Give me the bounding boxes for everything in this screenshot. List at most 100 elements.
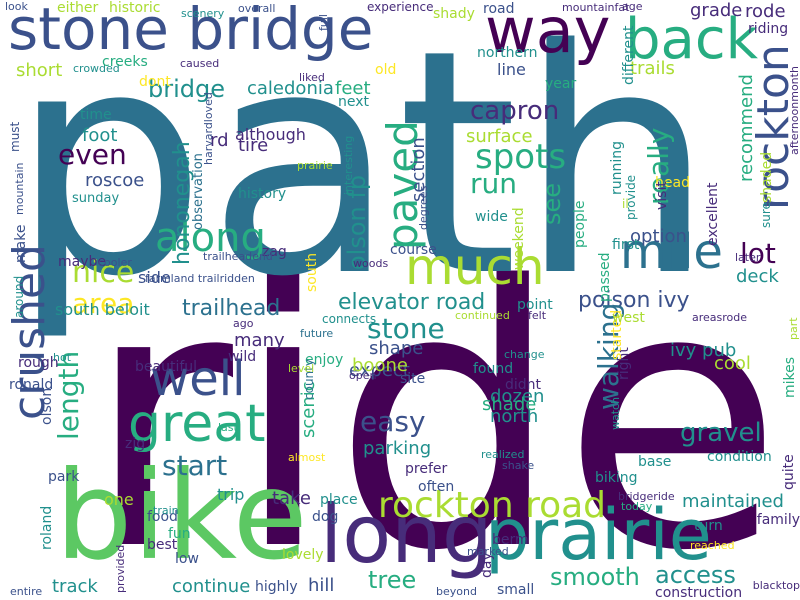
word-tire-47: tire: [238, 135, 269, 156]
word-stone-26: stone: [367, 312, 445, 345]
word-see-43: see: [538, 182, 566, 225]
word-poison-ivy-25: poison ivy: [578, 288, 690, 313]
word-time-149: time: [80, 107, 112, 123]
word-hill-77: hill: [308, 575, 335, 596]
word-caledonia-37: caledonia: [247, 78, 334, 99]
word-low-86: low: [175, 551, 199, 567]
word-course-120: course: [390, 242, 437, 258]
word-harvardloved-151: harvardloved: [202, 92, 215, 165]
word-even-17: even: [58, 138, 127, 171]
word-one-79: one: [104, 490, 134, 509]
word-fun-84: fun: [168, 526, 191, 542]
word-mile-12: mile: [620, 224, 723, 280]
word-reached-189: reached: [690, 539, 735, 552]
word-watch-176: watch: [609, 396, 622, 430]
word-zig-90: zig: [125, 436, 146, 452]
word-turn-107: turn: [694, 518, 723, 534]
word-caused-145: caused: [180, 57, 220, 70]
word-ivy-pub-70: ivy pub: [670, 340, 737, 361]
word-prairie-4: prairie: [485, 494, 712, 576]
word-rockton-road-14: rockton road: [378, 485, 607, 526]
word-northern-134: northern: [477, 45, 538, 61]
word-shake-178: shake: [502, 459, 535, 472]
word-almost-180: almost: [288, 451, 326, 464]
word-future-165: future: [300, 327, 334, 340]
word-much-8: much: [405, 238, 545, 296]
word-maybe-160: maybe: [58, 254, 107, 270]
word-experience-137: experience: [367, 0, 434, 14]
word-length-31: length: [52, 350, 85, 440]
word-capron-19: capron: [470, 96, 560, 126]
word-rd-48: rd: [210, 130, 229, 151]
word-ago-166: ago: [233, 317, 254, 330]
word-place-112: place: [320, 492, 358, 508]
word-liked-197: liked: [299, 71, 325, 84]
word-bike-2: bike: [55, 445, 308, 587]
word-bridge-36: bridge: [148, 75, 226, 103]
word-back-7: back: [625, 7, 759, 72]
word-elevator-road-24: elevator road: [338, 290, 486, 315]
word-quite-105: quite: [781, 454, 797, 490]
word-make-157: make: [13, 224, 29, 263]
word-short-50: short: [16, 60, 63, 81]
word-dont-148: dont: [139, 74, 171, 90]
word-path-1: path: [10, 0, 715, 345]
word-age-144: age: [622, 0, 643, 13]
word-north-66: north: [490, 406, 539, 427]
word-berm-109: berm: [492, 532, 529, 548]
word-realized-177: realized: [481, 448, 525, 461]
word-open-181: open: [349, 369, 377, 382]
word-expect-64: expect: [349, 360, 410, 381]
word-highly-81: highly: [255, 579, 298, 595]
word-lot-22: lot: [740, 237, 776, 270]
word-head-124: head: [655, 175, 690, 191]
word-visit-128: visit: [654, 181, 670, 210]
word-full-142: full: [317, 14, 330, 31]
word-train-186: train: [153, 504, 179, 517]
word-first-118: first: [612, 237, 640, 253]
word-connects-167: connects: [322, 312, 377, 326]
word-afternoonmonth-155: afternoonmonth: [788, 66, 800, 155]
word-trailhead-35: trailhead: [182, 296, 281, 321]
word-trip-78: trip: [217, 485, 245, 504]
word-side-60: side: [138, 268, 171, 287]
word-zag-91: zag: [262, 244, 287, 260]
word-beyond-190: beyond: [436, 585, 477, 598]
word-recommend-57: recommend: [736, 74, 757, 182]
word-wild-96: wild: [228, 349, 257, 365]
word-surface-44: surface: [466, 126, 533, 147]
word-olson-89: olson: [39, 387, 55, 425]
word-trails-51: trails: [630, 58, 675, 79]
word-shady-136: shady: [433, 6, 475, 22]
word-historic-138: historic: [109, 0, 161, 16]
word-blacktop-194: blacktop: [752, 579, 800, 592]
word-road-135: road: [483, 1, 515, 17]
word-overall-141: overall: [238, 2, 276, 15]
word-deck-59: deck: [736, 266, 779, 287]
word-next-131: next: [338, 94, 370, 110]
word-people-119: people: [572, 200, 588, 248]
word-marked-191: marked: [467, 545, 509, 558]
word-creeks-147: creeks: [102, 54, 148, 70]
word-smooth-32: smooth: [550, 563, 640, 591]
word-although-49: although: [235, 125, 306, 144]
word-area-21: area: [72, 287, 135, 320]
word-hot-184: hot: [53, 351, 72, 364]
word-continue-80: continue: [172, 576, 251, 597]
word-line-52: line: [497, 60, 526, 79]
word-part-173: part: [787, 317, 800, 340]
word-boone-69: boone: [352, 355, 408, 376]
word-last-179: last: [218, 421, 238, 434]
word-dog-113: dog: [312, 509, 339, 525]
word-shaded-125: shaded: [759, 151, 775, 203]
word-park-87: park: [48, 469, 80, 485]
word-cool-71: cool: [714, 353, 751, 374]
word-mikes-174: mikes: [782, 356, 798, 398]
word-maintained-75: maintained: [682, 491, 784, 512]
word-interesting-153: interesting: [342, 135, 355, 195]
word-way-6: way: [485, 0, 611, 67]
word-south-195: south: [304, 252, 320, 292]
word-prefer-100: prefer: [405, 461, 448, 477]
word-provided-192: provided: [114, 544, 127, 593]
